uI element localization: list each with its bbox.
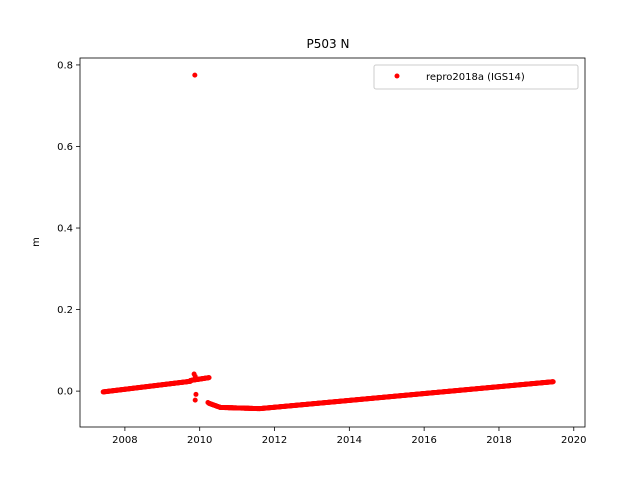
x-tick-label: 2014: [337, 435, 362, 446]
x-axis-ticks: 2008 2010 2012 2014 2016 2018 2020: [112, 427, 587, 446]
x-tick-label: 2016: [411, 435, 436, 446]
plot-frame: [79, 57, 586, 428]
y-tick-label: 0.6: [57, 142, 73, 153]
y-tick-label: 0.0: [57, 387, 73, 398]
x-tick-label: 2012: [262, 435, 287, 446]
x-tick-label: 2008: [112, 435, 137, 446]
legend: repro2018a (IGS14): [373, 64, 579, 90]
chart-title: P503 N: [307, 37, 350, 51]
y-tick-label: 0.4: [57, 224, 73, 235]
data-points: [100, 72, 556, 412]
y-tick-label: 0.2: [57, 305, 73, 316]
legend-box: [373, 64, 579, 90]
x-tick-label: 2018: [486, 435, 511, 446]
data-point: [550, 379, 556, 385]
y-tick-label: 0.8: [57, 60, 73, 71]
legend-marker: [394, 73, 400, 79]
x-tick-label: 2020: [561, 435, 586, 446]
y-axis-label: m: [31, 237, 42, 247]
data-point: [193, 391, 199, 397]
data-point: [205, 400, 211, 406]
x-tick-label: 2010: [187, 435, 212, 446]
legend-label: repro2018a (IGS14): [426, 72, 525, 83]
y-axis-ticks: 0.0 0.2 0.4 0.6 0.8: [57, 60, 80, 398]
data-point: [192, 373, 198, 379]
data-point: [206, 375, 212, 381]
data-point: [192, 72, 198, 78]
data-point: [192, 397, 198, 403]
